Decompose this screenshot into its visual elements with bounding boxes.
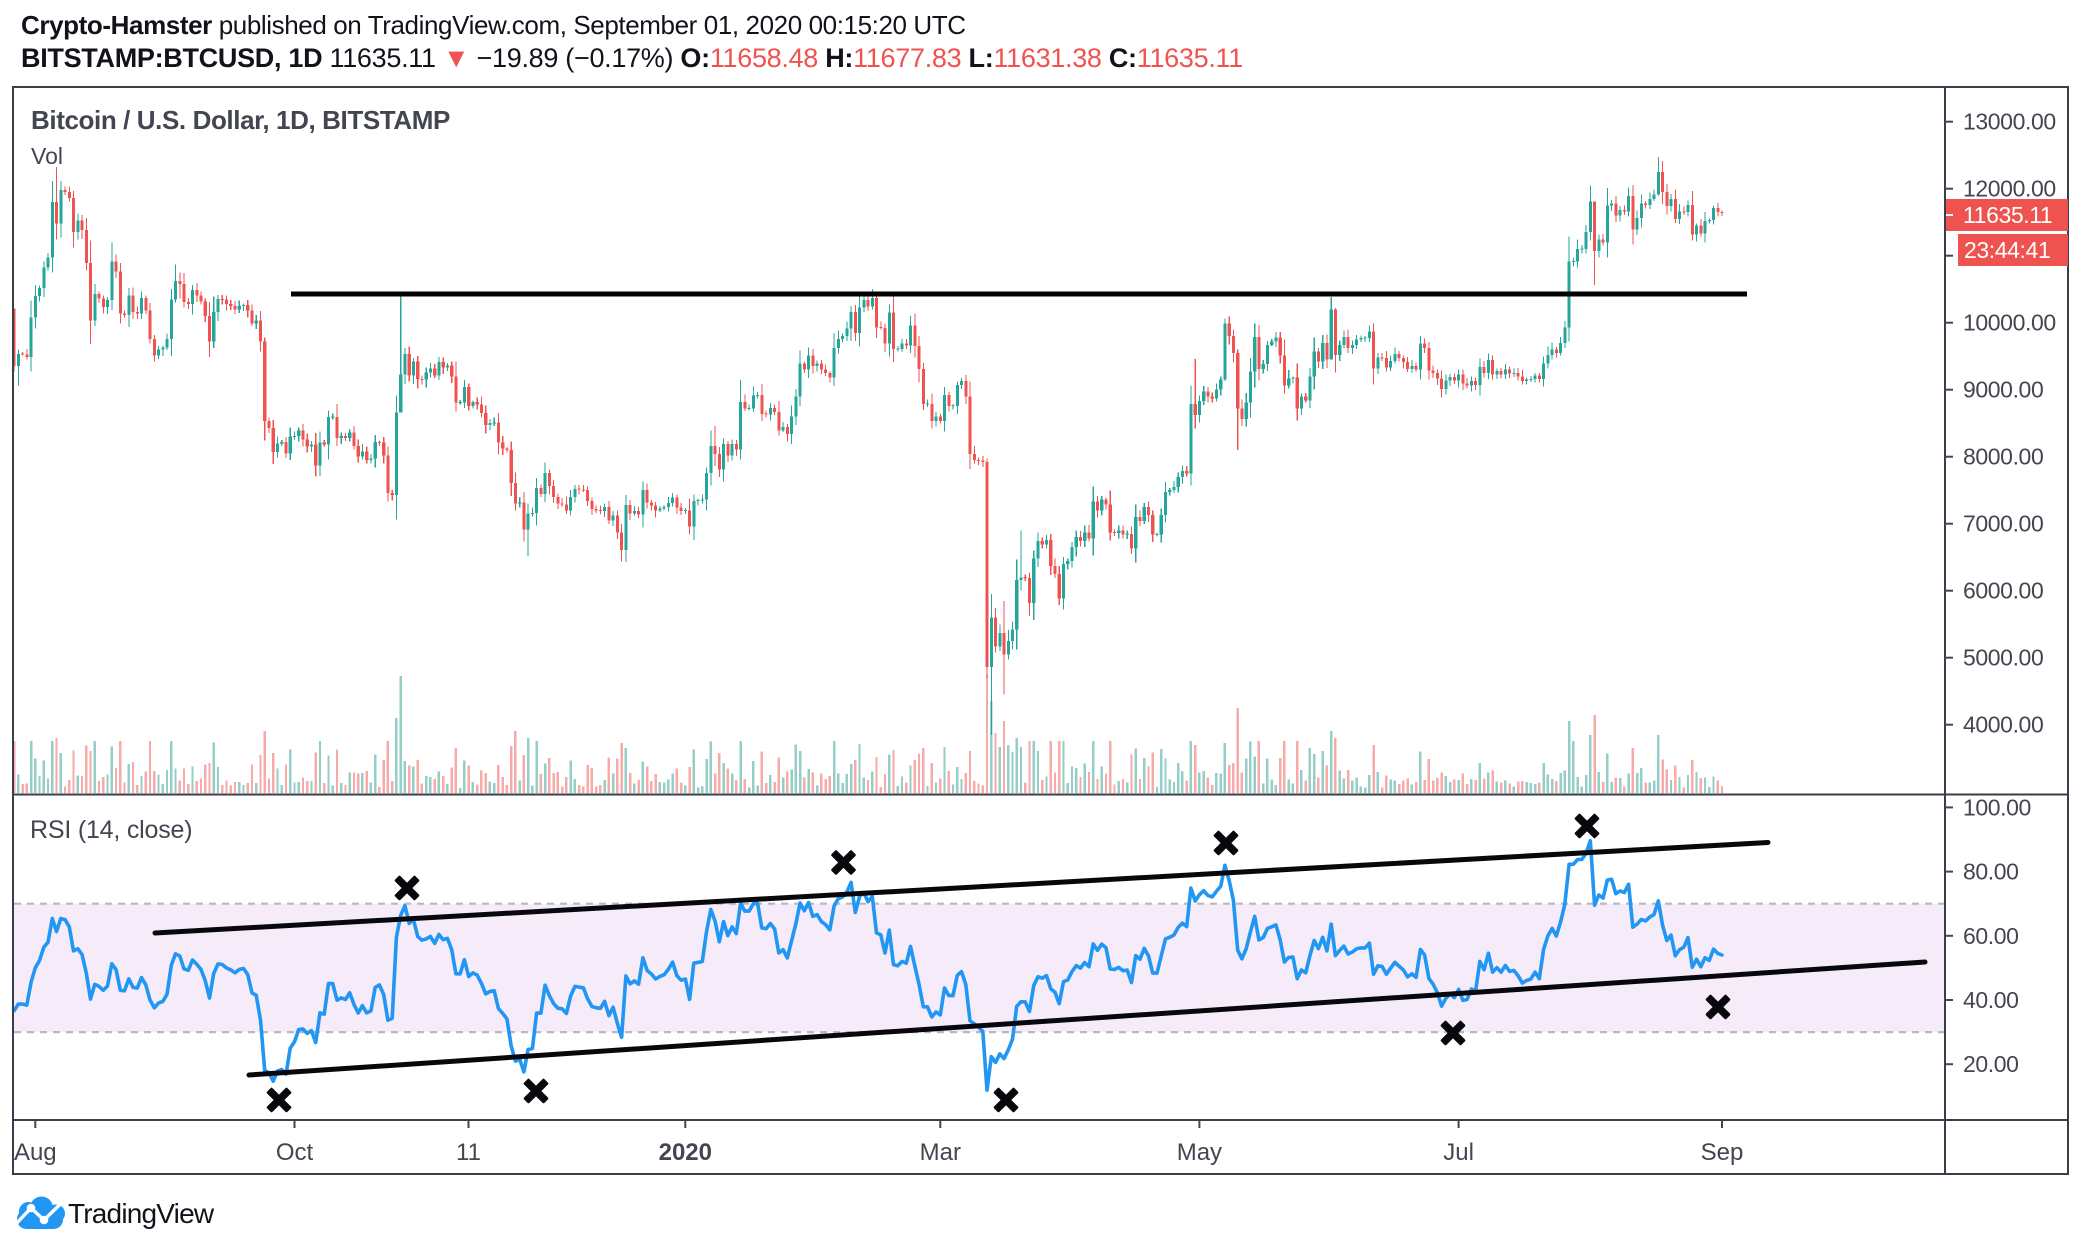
svg-text:BITSTAMP:BTCUSD, 1D 11635.11: BITSTAMP:BTCUSD, 1D 11635.11 ▼ −19.89 (−… (21, 43, 1243, 73)
svg-text:Crypto-Hamster published on Tr: Crypto-Hamster published on TradingView.… (21, 10, 966, 40)
svg-text:23:44:41: 23:44:41 (1964, 237, 2050, 263)
svg-text:5000.00: 5000.00 (1963, 645, 2043, 671)
svg-text:11: 11 (456, 1139, 481, 1166)
svg-text:Mar: Mar (920, 1139, 961, 1166)
svg-text:60.00: 60.00 (1963, 923, 2019, 949)
svg-text:May: May (1177, 1139, 1222, 1166)
svg-text:Sep: Sep (1701, 1139, 1744, 1166)
svg-text:7000.00: 7000.00 (1963, 511, 2043, 537)
svg-text:100.00: 100.00 (1963, 794, 2031, 820)
svg-text:11635.11: 11635.11 (1963, 202, 2052, 228)
svg-text:10000.00: 10000.00 (1963, 310, 2056, 336)
svg-text:13000.00: 13000.00 (1963, 109, 2056, 135)
svg-text:80.00: 80.00 (1963, 859, 2019, 885)
svg-text:40.00: 40.00 (1963, 987, 2019, 1013)
svg-text:9000.00: 9000.00 (1963, 377, 2043, 403)
svg-text:2020: 2020 (659, 1139, 712, 1166)
svg-text:8000.00: 8000.00 (1963, 444, 2043, 470)
svg-text:12000.00: 12000.00 (1963, 176, 2056, 202)
svg-text:6000.00: 6000.00 (1963, 578, 2043, 604)
svg-text:Vol: Vol (31, 143, 63, 169)
svg-text:Oct: Oct (276, 1139, 314, 1166)
svg-text:Bitcoin / U.S. Dollar, 1D, BIT: Bitcoin / U.S. Dollar, 1D, BITSTAMP (31, 105, 450, 135)
svg-text:Aug: Aug (14, 1139, 57, 1166)
svg-text:TradingView: TradingView (68, 1198, 215, 1229)
svg-text:4000.00: 4000.00 (1963, 712, 2043, 738)
svg-text:20.00: 20.00 (1963, 1051, 2019, 1077)
svg-text:RSI (14, close): RSI (14, close) (30, 816, 192, 844)
svg-text:Jul: Jul (1443, 1139, 1474, 1166)
